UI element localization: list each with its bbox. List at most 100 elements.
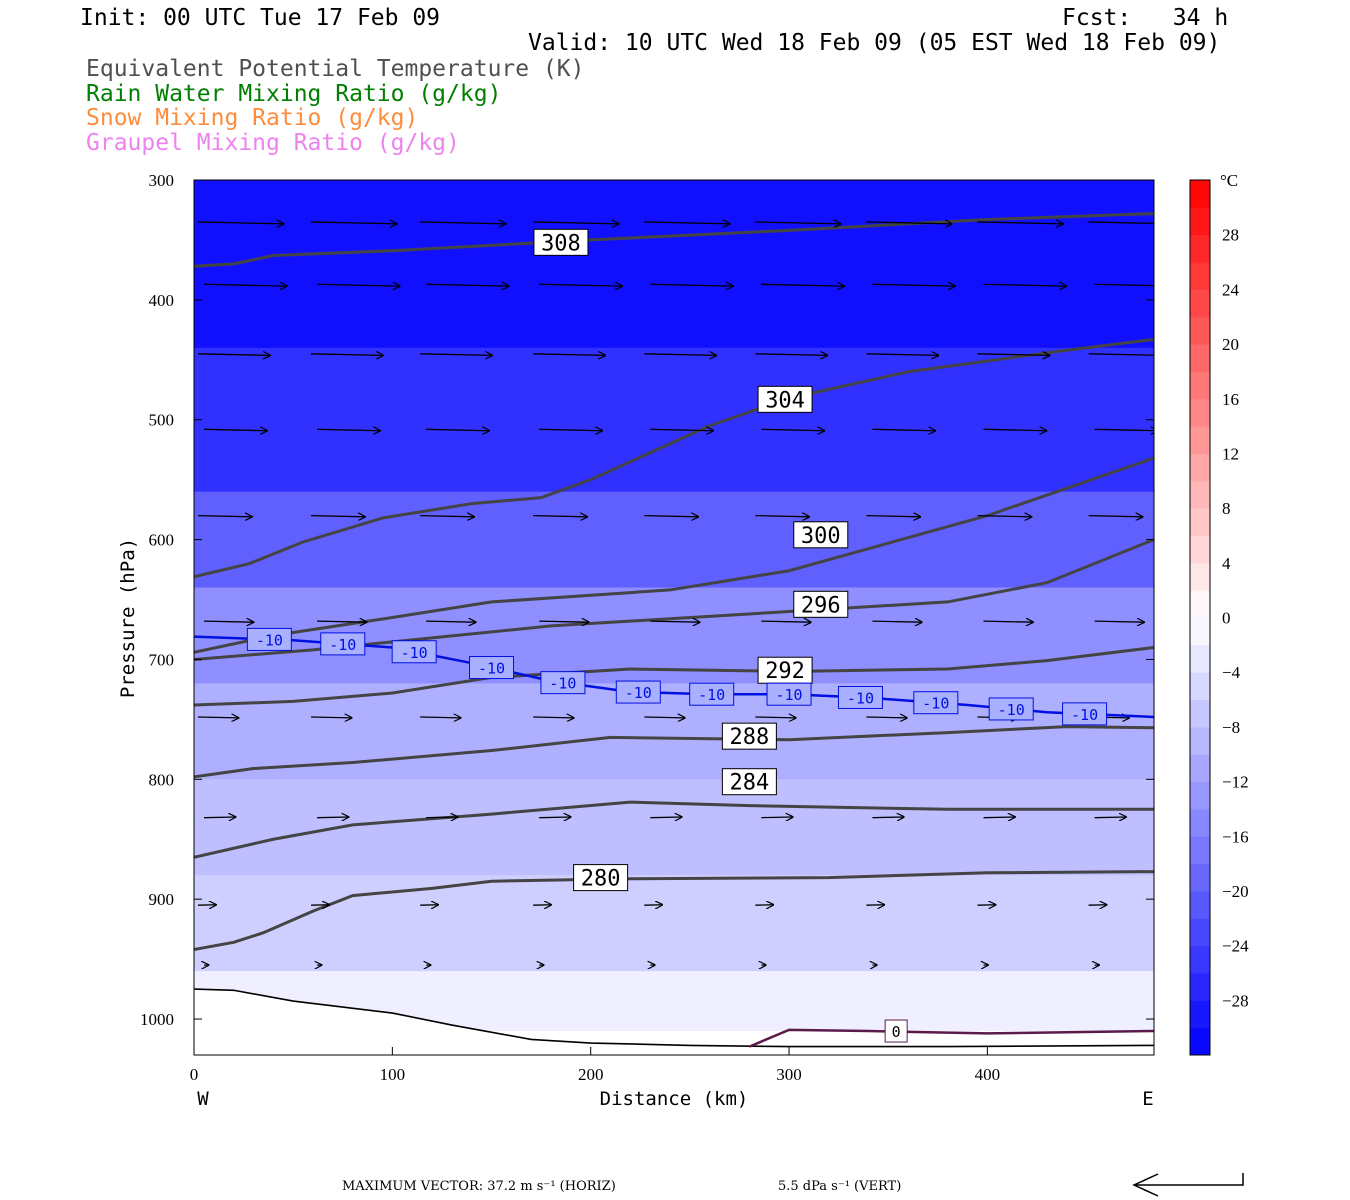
legend-item-snow: Snow Mixing Ratio (g/kg) <box>86 105 419 131</box>
terrain-line <box>194 988 1154 1048</box>
theta-e-line <box>194 337 1154 579</box>
x-tick-label: 100 <box>380 1065 406 1084</box>
minus10-label-text: -10 <box>329 636 356 654</box>
forecast-hour: Fcst: 34 h <box>1062 5 1229 31</box>
wind-vector <box>1094 283 1154 287</box>
theta-e-label: 308 <box>533 228 589 256</box>
x-tick-label: 300 <box>776 1065 802 1084</box>
plot-frame <box>193 179 1155 1056</box>
temperature-contours: 308 304 300 296 292 288 284 280 -10 -10 -10 -10 -10 -… <box>193 228 1155 1048</box>
wind-vector <box>644 222 730 224</box>
wind-vector <box>983 284 1067 286</box>
colorbar-swatch <box>1190 836 1210 865</box>
wind-vector <box>533 516 587 517</box>
wind-vector <box>197 516 252 517</box>
colorbar-swatch <box>1190 316 1210 345</box>
axes: 300 400 500 600 700 800 900 1000 0 100 200 300 400 <box>140 171 1154 1084</box>
colorbar-swatch <box>1190 918 1210 947</box>
wind-vector <box>761 284 844 286</box>
minus10-label-text: -10 <box>401 644 428 662</box>
minus10-label-text: -10 <box>625 684 652 702</box>
wind-vector <box>1088 354 1154 356</box>
x-tick-label: 200 <box>578 1065 604 1084</box>
wind-vector <box>533 717 574 718</box>
minus10-label-box <box>469 656 515 680</box>
wind-vector <box>977 354 1050 356</box>
colorbar-swatch <box>1190 344 1210 372</box>
theta-e-line <box>194 800 1154 859</box>
theta-e-line <box>194 645 1154 707</box>
colorbar-swatch <box>1190 945 1210 974</box>
east-label: E <box>1142 1088 1153 1110</box>
colorbar-swatch <box>1190 180 1210 208</box>
minus10-label-text: -10 <box>256 631 283 649</box>
colorbar-label: 8 <box>1222 499 1231 518</box>
theta-e-label: 292 <box>757 656 813 684</box>
temperature-shading <box>194 180 1154 1055</box>
theta-e-label-box <box>793 521 849 549</box>
zero-line <box>748 1028 1155 1048</box>
wind-vector <box>311 516 365 517</box>
y-tick-label: 400 <box>149 291 175 310</box>
wind-vector <box>539 284 622 286</box>
theta-e-label-box <box>793 590 849 618</box>
shading-band <box>194 779 1154 877</box>
x-axis-label: Distance (km) <box>600 1088 749 1110</box>
colorbar-label: −28 <box>1222 991 1249 1010</box>
wind-vector <box>755 354 827 356</box>
colorbar-swatch <box>1190 617 1210 646</box>
colorbar-swatch <box>1190 234 1210 263</box>
valid-time: Valid: 10 UTC Wed 18 Feb 09 (05 EST Wed … <box>528 30 1221 56</box>
reference-vector-icon <box>1132 1173 1244 1197</box>
wind-vector <box>650 817 682 818</box>
wind-vector <box>311 717 352 718</box>
minus10-line <box>193 635 1155 719</box>
wind-vector <box>539 621 589 622</box>
wind-vector <box>311 354 383 356</box>
wind-vector <box>203 817 236 818</box>
minus10-label: -10 <box>615 680 661 704</box>
wind-vector <box>420 717 461 718</box>
theta-e-label: 284 <box>721 768 777 796</box>
minus10-label-text: -10 <box>478 660 505 678</box>
minus10-label-box <box>615 680 661 704</box>
y-tick-label: 900 <box>149 890 175 909</box>
minus10-label: -10 <box>766 682 812 706</box>
wind-vector <box>203 621 254 622</box>
minus10-label: -10 <box>689 682 735 706</box>
colorbar-label: 28 <box>1222 226 1239 245</box>
colorbar-label: −16 <box>1222 827 1249 846</box>
colorbar-swatch <box>1190 590 1210 618</box>
colorbar-swatch <box>1190 1000 1210 1029</box>
colorbar-frame <box>1189 179 1211 1056</box>
vert-vector-label: 5.5 dPa s⁻¹ (VERT) <box>778 1179 901 1194</box>
shading-band <box>194 180 1154 349</box>
wind-vector <box>977 516 1032 517</box>
shading-band <box>194 875 1154 973</box>
wind-vector <box>866 222 952 224</box>
theta-e-line <box>194 212 1154 268</box>
colorbar-label: 24 <box>1222 280 1240 299</box>
wind-vector <box>1088 516 1143 517</box>
theta-e-label-text: 288 <box>729 725 769 750</box>
wind-vector <box>197 354 270 356</box>
theta-e-label-text: 308 <box>541 231 581 256</box>
wind-vector <box>761 429 824 430</box>
wind-vector <box>539 429 602 430</box>
minus10-label-text: -10 <box>698 686 725 704</box>
wind-vector <box>317 817 349 818</box>
theta-e-label-text: 304 <box>765 388 805 413</box>
wind-vector <box>644 717 685 718</box>
x-tick-label: 0 <box>190 1065 199 1084</box>
minus10-label-box <box>391 640 437 664</box>
init-time: Init: 00 UTC Tue 17 Feb 09 <box>80 5 441 31</box>
colorbar-swatch <box>1190 972 1210 1001</box>
wind-vector <box>317 284 400 286</box>
colorbar-swatch <box>1190 1027 1210 1056</box>
minus10-label: -10 <box>391 640 437 664</box>
colorbar-swatch <box>1190 644 1210 673</box>
minus10-label-text: -10 <box>847 689 874 707</box>
colorbar-label: 0 <box>1222 609 1231 628</box>
colorbar-swatch <box>1190 480 1210 509</box>
wind-vector <box>650 284 733 286</box>
